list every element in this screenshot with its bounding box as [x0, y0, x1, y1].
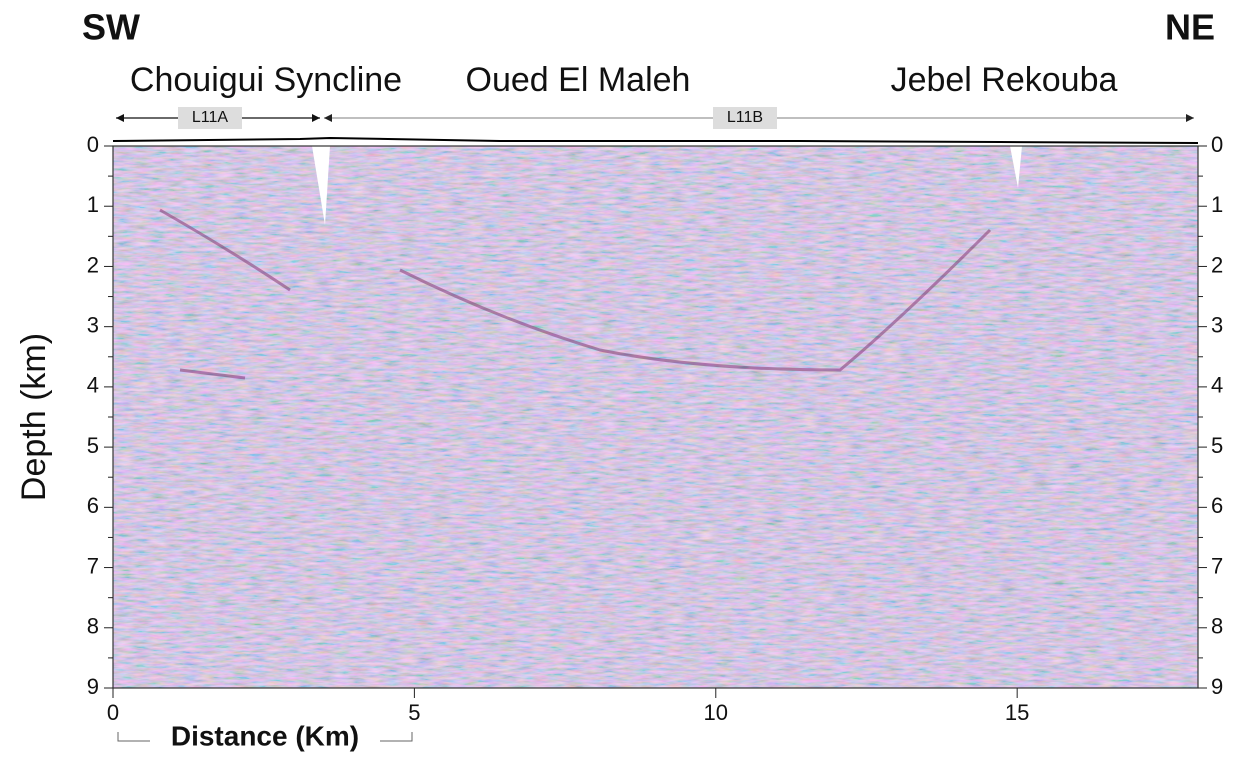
x-axis-label: Distance (Km): [171, 720, 359, 751]
y-tick-label: 6: [1211, 493, 1223, 518]
x-tick-label: 0: [107, 700, 119, 725]
line-label: L11B: [727, 109, 763, 126]
line-label-box: [713, 107, 777, 129]
line-label: L11A: [192, 109, 229, 126]
topography: [112, 136, 1199, 144]
y-tick-label: 4: [87, 373, 99, 398]
region-label: Oued El Maleh: [466, 61, 691, 99]
y-tick-label: 3: [1211, 312, 1223, 337]
y-tick-label: 6: [87, 493, 99, 518]
x-tick-label: 15: [1005, 700, 1029, 725]
y-tick-label: 3: [87, 312, 99, 337]
y-tick-label: 0: [1211, 132, 1223, 157]
region-label: Chouigui Syncline: [130, 61, 402, 99]
y-tick-label: 5: [87, 433, 99, 458]
y-axis-label: Depth (km): [15, 333, 53, 501]
seismic-texture: [113, 146, 1198, 688]
y-tick-label: 9: [87, 674, 99, 699]
y-tick-label: 2: [87, 252, 99, 277]
line-gap: [1010, 146, 1022, 188]
line-gap: [312, 146, 330, 225]
end-label: SW: [82, 7, 140, 48]
y-tick-label: 8: [1211, 614, 1223, 639]
y-tick-label: 2: [1211, 252, 1223, 277]
y-tick-label: 5: [1211, 433, 1223, 458]
x-tick-label: 5: [408, 700, 420, 725]
end-label: NE: [1165, 7, 1215, 48]
y-tick-label: 7: [87, 553, 99, 578]
line-label-box: [178, 107, 242, 129]
y-tick-label: 4: [1211, 373, 1223, 398]
y-tick-label: 8: [87, 614, 99, 639]
reflectors: [159, 208, 992, 380]
scale-bracket: [117, 732, 413, 742]
y-tick-label: 1: [87, 192, 99, 217]
y-tick-label: 9: [1211, 674, 1223, 699]
y-tick-label: 0: [87, 132, 99, 157]
region-label: Jebel Rekouba: [891, 61, 1118, 99]
x-tick-label: 10: [704, 700, 728, 725]
y-tick-label: 1: [1211, 192, 1223, 217]
y-tick-label: 7: [1211, 553, 1223, 578]
